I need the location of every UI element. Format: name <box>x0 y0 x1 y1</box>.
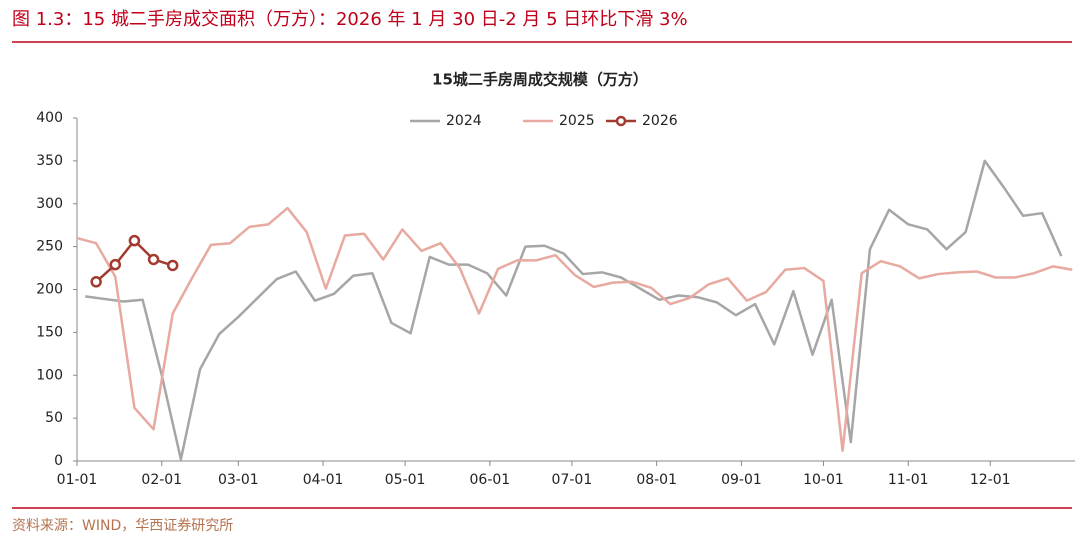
x-tick-label: 12-01 <box>970 472 1011 488</box>
y-tick-label: 200 <box>36 282 63 298</box>
point <box>128 234 141 247</box>
chart-title: 15城二手房周成交规模（万方） <box>432 71 648 89</box>
point <box>109 258 122 271</box>
x-tick-label: 02-01 <box>141 472 182 488</box>
y-tick-label: 300 <box>36 196 63 212</box>
x-tick-label: 06-01 <box>470 472 511 488</box>
y-tick-label: 350 <box>36 153 63 169</box>
y-tick-label: 400 <box>36 110 63 126</box>
series-line <box>76 206 1073 452</box>
y-tick-label: 0 <box>54 453 63 469</box>
x-tick-label: 04-01 <box>303 472 344 488</box>
point <box>147 253 160 266</box>
point <box>90 276 102 288</box>
source: 资料来源：WIND，华西证券研究所 <box>12 518 233 534</box>
legend-label: 2025 <box>559 113 595 129</box>
series-line <box>85 159 1063 461</box>
point <box>166 259 179 272</box>
legend-label: 2024 <box>446 113 482 129</box>
legend-label: 2026 <box>642 113 678 129</box>
x-tick-label: 09-01 <box>721 472 762 488</box>
y-tick-label: 150 <box>36 324 63 340</box>
legend-marker <box>615 115 627 127</box>
x-tick-label: 03-01 <box>218 472 259 488</box>
x-tick-label: 07-01 <box>552 472 593 488</box>
y-tick-label: 100 <box>36 367 63 383</box>
y-tick-label: 250 <box>36 239 63 255</box>
x-tick-label: 05-01 <box>385 472 426 488</box>
x-tick-label: 11-01 <box>888 472 929 488</box>
figure-title: 图 1.3：15 城二手房成交面积（万方）：2026 年 1 月 30 日-2 … <box>12 9 688 30</box>
x-tick-label: 01-01 <box>57 472 98 488</box>
x-tick-label: 10-01 <box>803 472 844 488</box>
x-tick-label: 08-01 <box>636 472 677 488</box>
y-tick-label: 50 <box>45 410 63 426</box>
